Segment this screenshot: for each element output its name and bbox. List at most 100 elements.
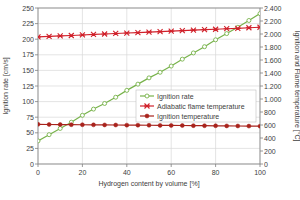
y2-tick-label: 1.200: [264, 83, 282, 90]
tick-mark: [260, 138, 263, 139]
data-point: [258, 124, 260, 128]
tick-mark: [35, 70, 38, 71]
data-point: [257, 25, 260, 30]
legend-marker: [144, 104, 150, 109]
tick-mark: [35, 39, 38, 40]
y2-tick-label: 1.800: [264, 44, 282, 51]
data-point: [213, 27, 219, 32]
tick-mark: [35, 148, 38, 149]
data-point: [102, 32, 108, 37]
grid-line: [38, 86, 260, 87]
data-point: [168, 29, 174, 34]
data-point: [214, 124, 218, 128]
data-point: [158, 70, 162, 74]
legend-label: Ignition temperature: [157, 113, 219, 121]
data-point: [191, 51, 195, 55]
plot-area: [38, 12, 260, 143]
tick-mark: [171, 164, 172, 167]
data-point: [135, 30, 141, 35]
data-point: [190, 28, 196, 33]
data-point: [136, 82, 140, 86]
data-point: [180, 57, 184, 61]
data-point: [91, 32, 97, 37]
tick-mark: [35, 117, 38, 118]
tick-mark: [35, 164, 38, 165]
tick-mark: [260, 164, 261, 167]
y2-tick-label: 400: [264, 135, 276, 142]
tick-mark: [35, 86, 38, 87]
x-axis-label: Hydrogen content by volume [%]: [98, 180, 199, 188]
data-point: [247, 124, 251, 128]
y-tick-label: 0: [30, 161, 34, 168]
data-point: [125, 123, 129, 127]
y2-tick-label: 2.200: [264, 18, 282, 25]
data-point: [103, 123, 107, 127]
y2-tick-label: 800: [264, 109, 276, 116]
tick-mark: [260, 21, 263, 22]
data-point: [179, 28, 185, 33]
grid-line: [38, 148, 260, 149]
grid-line: [38, 54, 260, 55]
data-point: [169, 123, 173, 127]
x-tick-label: 20: [79, 169, 87, 176]
data-point: [38, 122, 40, 126]
data-point: [47, 133, 51, 137]
data-point: [169, 64, 173, 68]
data-point: [247, 18, 251, 22]
data-point: [113, 31, 119, 36]
y2-axis-label: Ignition and Flame temperature [°C]: [293, 31, 300, 142]
legend-label: Adiabatic flame temperature: [157, 103, 245, 111]
data-point: [80, 123, 84, 127]
tick-mark: [260, 34, 263, 35]
data-point: [38, 139, 40, 143]
data-point: [180, 124, 184, 128]
y-tick-label: 100: [22, 98, 34, 105]
y-tick-label: 75: [26, 114, 34, 121]
legend-box: [136, 90, 256, 122]
plot-frame: [38, 8, 260, 164]
data-point: [147, 76, 151, 80]
data-point: [225, 32, 229, 36]
legend-label: Ignition rate: [157, 93, 194, 101]
data-point: [57, 33, 63, 38]
chart: 0255075100125150175200225250020040060080…: [0, 0, 300, 200]
grid-line: [38, 132, 260, 133]
y2-tick-label: 2.400: [264, 5, 282, 12]
y2-tick-label: 600: [264, 122, 276, 129]
y2-tick-label: 0: [264, 161, 268, 168]
tick-mark: [35, 23, 38, 24]
data-point: [147, 123, 151, 127]
data-point: [236, 124, 240, 128]
grid-line: [38, 70, 260, 71]
data-point: [235, 26, 241, 31]
tick-mark: [260, 112, 263, 113]
tick-mark: [82, 164, 83, 167]
y-tick-label: 200: [22, 36, 34, 43]
y2-tick-label: 1.000: [264, 96, 282, 103]
tick-mark: [38, 164, 39, 167]
tick-mark: [260, 73, 263, 74]
data-point: [79, 32, 85, 37]
grid-line: [38, 23, 260, 24]
data-point: [80, 113, 84, 117]
y-tick-label: 50: [26, 129, 34, 136]
legend: Ignition rate Adiabatic flame temperature…: [136, 90, 256, 122]
data-point: [203, 45, 207, 49]
tick-mark: [260, 164, 263, 165]
data-point: [92, 123, 96, 127]
x-tick-label: 40: [123, 169, 131, 176]
series-line: [38, 14, 260, 141]
data-point: [114, 123, 118, 127]
tick-mark: [35, 8, 38, 9]
data-point: [202, 27, 208, 32]
tick-mark: [260, 47, 263, 48]
grid-line: [215, 8, 216, 164]
tick-mark: [35, 132, 38, 133]
tick-mark: [260, 151, 263, 152]
data-point: [124, 31, 130, 36]
data-point: [225, 124, 229, 128]
data-point: [103, 101, 107, 105]
background: [0, 0, 300, 200]
tick-mark: [35, 101, 38, 102]
data-point: [246, 25, 252, 30]
